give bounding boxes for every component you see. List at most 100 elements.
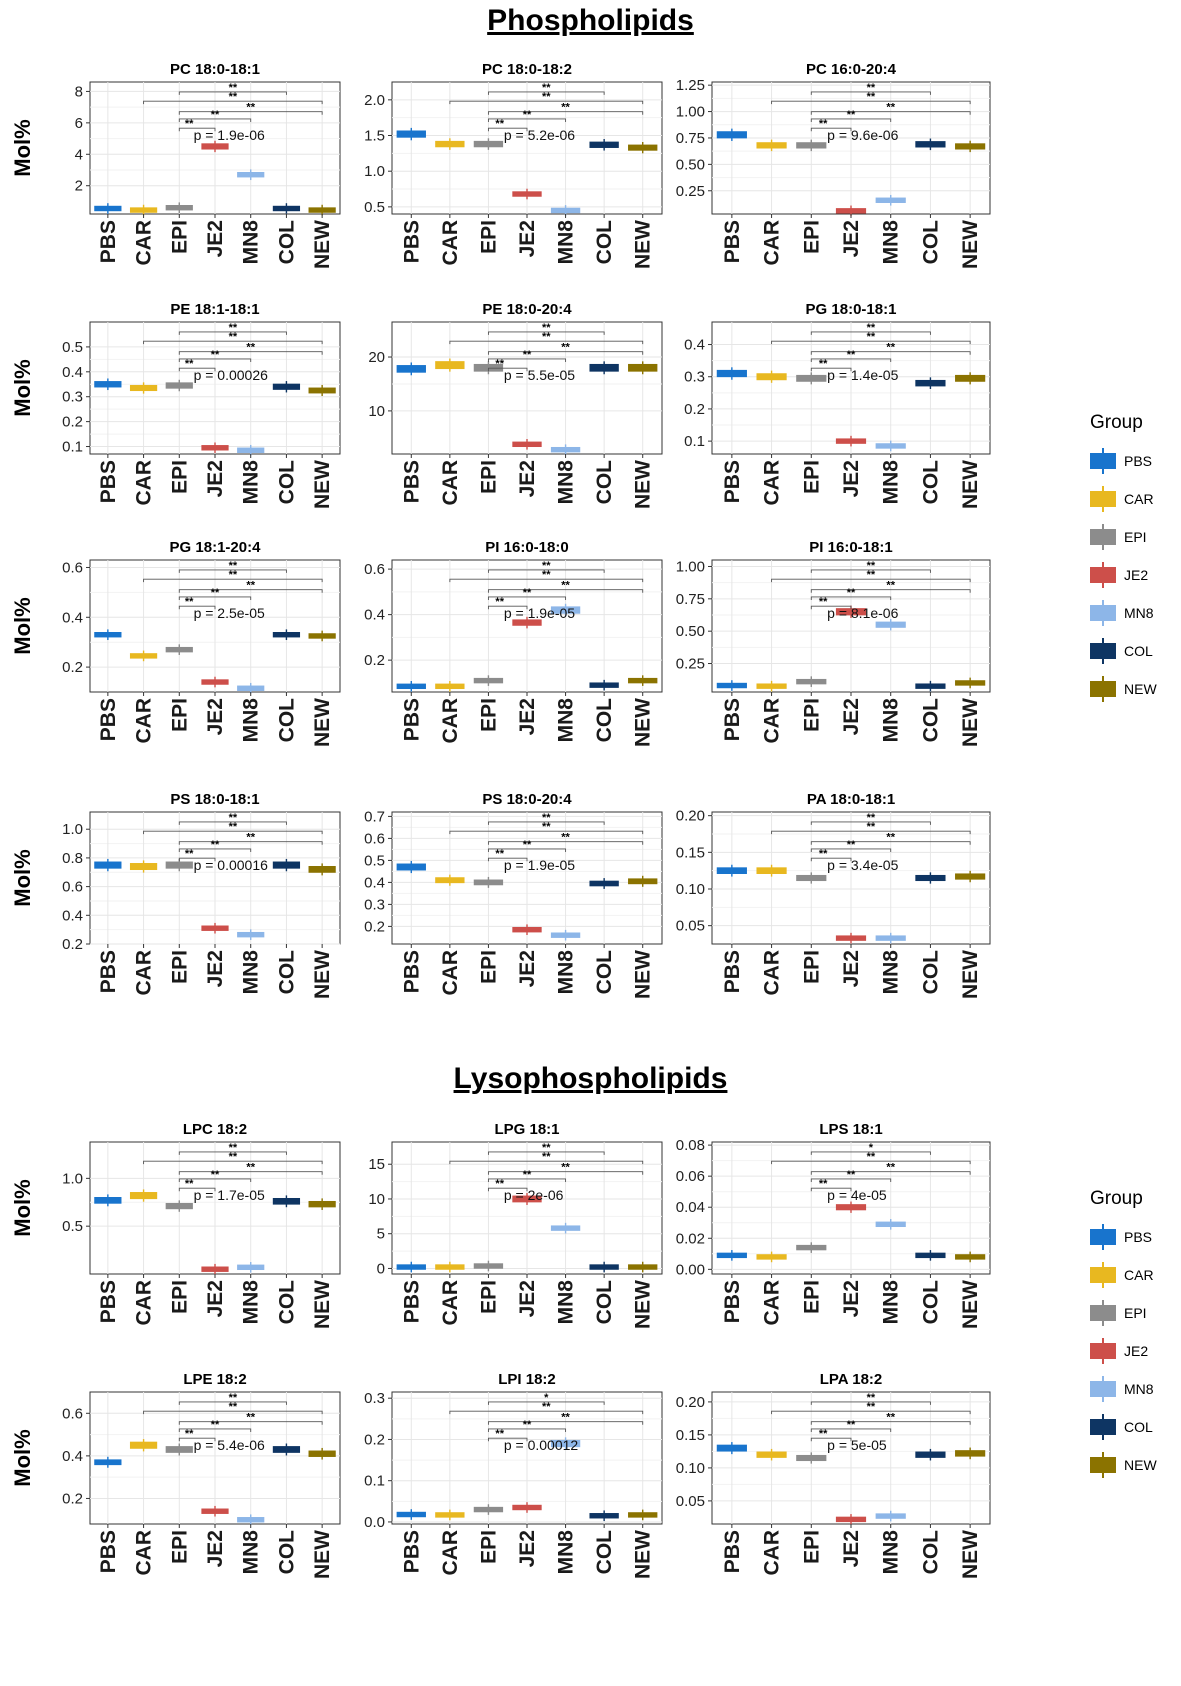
sig-bracket <box>178 1401 287 1405</box>
y-tick-label: 5 <box>377 1226 385 1243</box>
y-tick-label: 0.5 <box>364 852 385 869</box>
x-tick-label: NEW <box>959 950 982 999</box>
sig-bracket <box>810 1437 852 1442</box>
x-tick-label: CAR <box>133 950 156 996</box>
legend-phospholipids: Group PBS CAR EPI JE2 MN8 COL NEW <box>1090 412 1180 708</box>
legend-item-pbs: PBS <box>1090 1218 1180 1256</box>
p-value-label: p = 1.9e-05 <box>504 605 575 621</box>
x-tick-label: COL <box>275 1280 298 1325</box>
sig-label: ** <box>819 118 828 130</box>
x-tick-label: MN8 <box>880 460 903 505</box>
legend-swatch <box>1090 1376 1116 1402</box>
y-tick-label: 0.75 <box>676 130 705 147</box>
chart-title: PG 18:1-20:4 <box>170 539 262 556</box>
sig-bracket <box>449 1410 644 1415</box>
sig-bracket <box>178 367 216 372</box>
chart-title: PC 16:0-20:4 <box>806 61 897 78</box>
x-tick-label: JE2 <box>840 950 863 987</box>
y-tick-label: 1.00 <box>676 104 705 121</box>
y-tick-label: 0.50 <box>676 156 705 173</box>
sig-bracket <box>810 91 931 95</box>
y-tick-label: 0.0 <box>364 1514 385 1531</box>
x-tick-label: NEW <box>632 950 655 999</box>
sig-bracket <box>178 127 216 132</box>
sig-bracket <box>178 1437 216 1442</box>
x-tick-label: NEW <box>632 1530 655 1579</box>
sig-bracket <box>487 127 528 132</box>
y-axis-label: Mol% <box>10 359 35 416</box>
chart-title: PE 18:1-18:1 <box>170 301 259 318</box>
chart-15: LPE 18:2 0.2 0.4 0.6 Mol% PBS CAR EPI JE2 MN8 COL N… <box>10 1371 341 1579</box>
sig-bracket <box>487 351 644 355</box>
y-tick-label: 0.3 <box>62 389 83 406</box>
sig-bracket <box>810 1187 852 1192</box>
sig-bracket <box>771 340 971 345</box>
x-tick-label: NEW <box>311 220 334 269</box>
sig-label: ** <box>561 1412 570 1424</box>
section-title-phospholipids: Phospholipids <box>487 4 694 37</box>
sig-label: ** <box>523 1419 532 1431</box>
x-tick-label: PBS <box>97 698 120 741</box>
sig-bracket <box>449 578 644 583</box>
y-tick-label: 0.3 <box>364 1390 385 1407</box>
sig-label: ** <box>867 91 876 103</box>
sig-bracket <box>487 358 567 362</box>
x-tick-label: EPI <box>168 950 191 984</box>
x-tick-label: MN8 <box>880 220 903 265</box>
sig-label: ** <box>495 596 504 608</box>
p-value-label: p = 0.00016 <box>194 857 269 873</box>
sig-bracket <box>771 1160 971 1165</box>
sig-bracket <box>810 605 852 610</box>
legend-items: PBS CAR EPI JE2 MN8 COL NEW <box>1090 1218 1180 1484</box>
section-title-lysophospholipids: Lysophospholipids <box>453 1062 728 1095</box>
x-tick-label: PBS <box>400 1280 423 1323</box>
sig-bracket <box>810 1401 931 1405</box>
chart-8: PI 16:0-18:1 0.25 0.50 0.75 1.00 PBS CAR EPI JE2… <box>676 539 991 747</box>
sig-label: ** <box>185 596 194 608</box>
y-axis-label: Mol% <box>10 1179 35 1236</box>
sig-bracket <box>143 1410 323 1415</box>
chart-0: PC 18:0-18:1 2 4 6 8 Mol% PBS CAR EPI JE2 MN8 COL NE… <box>10 0 341 269</box>
x-tick-label: EPI <box>800 220 823 254</box>
legend-swatch <box>1090 600 1116 626</box>
sig-bracket <box>178 358 252 362</box>
y-tick-label: 0.2 <box>684 401 705 418</box>
chart-title: LPI 18:2 <box>498 1371 556 1388</box>
sig-bracket <box>487 841 644 845</box>
x-tick-label: MN8 <box>555 1280 578 1325</box>
y-tick-label: 10 <box>368 1191 385 1208</box>
y-tick-label: 0.15 <box>676 1427 705 1444</box>
chart-title: PC 18:0-18:2 <box>482 61 572 78</box>
chart-title: LPE 18:2 <box>183 1371 246 1388</box>
sig-bracket <box>487 605 528 610</box>
sig-label: ** <box>185 118 194 130</box>
x-tick-label: COL <box>275 460 298 505</box>
x-tick-label: COL <box>593 460 616 505</box>
x-tick-label: JE2 <box>840 1530 863 1567</box>
sig-bracket <box>449 1160 644 1165</box>
x-tick-label: NEW <box>959 460 982 509</box>
sig-label: ** <box>542 1151 551 1163</box>
x-tick-label: JE2 <box>204 460 227 497</box>
sig-label: ** <box>542 1401 551 1413</box>
sig-label: ** <box>867 1392 876 1404</box>
sig-bracket <box>487 111 644 115</box>
sig-bracket <box>178 1428 252 1432</box>
x-tick-label: PBS <box>97 460 120 503</box>
sig-label: ** <box>542 91 551 103</box>
p-value-label: p = 5.5e-05 <box>504 367 575 383</box>
legend-item-car: CAR <box>1090 480 1180 518</box>
p-value-label: p = 8.1e-06 <box>827 605 898 621</box>
x-tick-label: COL <box>919 1280 942 1325</box>
legend-label: NEW <box>1124 681 1157 697</box>
y-tick-label: 8 <box>75 83 83 100</box>
p-value-label: p = 5.4e-06 <box>194 1437 265 1453</box>
p-value-label: p = 1.4e-05 <box>827 367 898 383</box>
legend-title: Group <box>1090 412 1143 433</box>
x-tick-label: JE2 <box>204 220 227 257</box>
y-tick-label: 0.6 <box>364 830 385 847</box>
sig-label: ** <box>542 82 551 94</box>
chart-10: PS 18:0-20:4 0.2 0.3 0.4 0.5 0.6 0.7 PBS CAR EPI J… <box>364 791 663 999</box>
y-axis-label: Mol% <box>10 597 35 654</box>
